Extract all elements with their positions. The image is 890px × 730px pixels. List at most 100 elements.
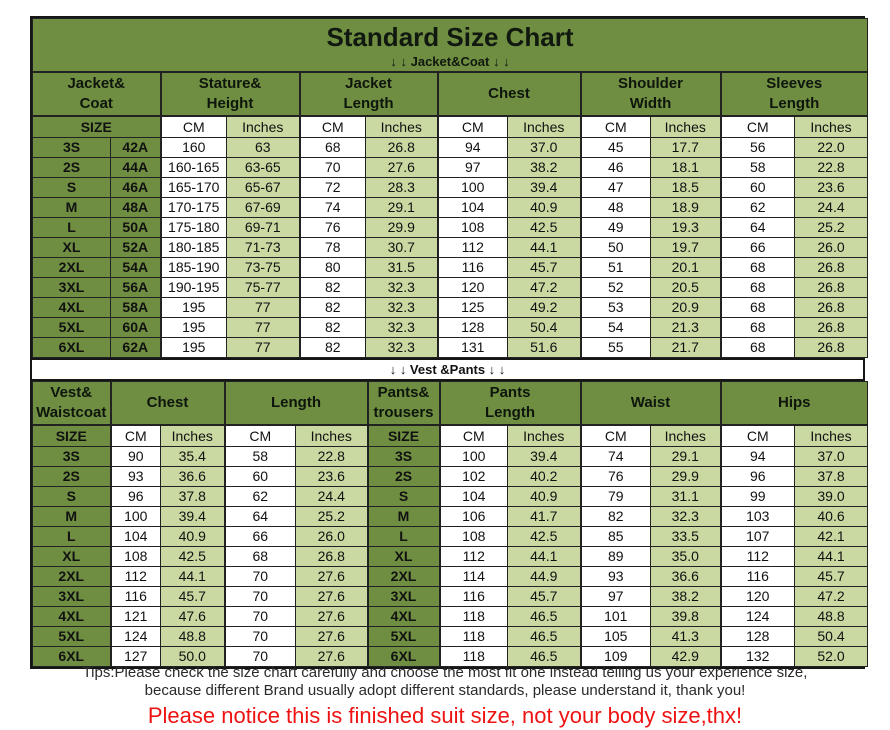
vest-pants-banner: ↓ ↓ Vest &Pants ↓ ↓ [32, 358, 863, 381]
jacket-size-row: XL 52A 180-185 71-73 78 30.7 112 44.1 50 19.7 66 26… [32, 237, 868, 258]
measurement-cell: 116 [109, 586, 161, 607]
measurement-cell: 29.1 [365, 197, 438, 218]
measurement-cell: 58 [719, 157, 795, 178]
vest-group-header-row: Vest& Waistcoat Chest Length Pants& trou… [32, 381, 869, 426]
measurement-cell: 124 [719, 606, 796, 627]
cm-header: CM [298, 115, 366, 138]
jacket-size-row: 3XL 56A 190-195 75-77 82 32.3 120 47.2 52 20.5 68 2… [32, 277, 868, 298]
measurement-cell: 29.9 [365, 217, 438, 238]
jacket-fit-label: 54A [110, 257, 161, 278]
jacket-fit-label: 52A [110, 237, 161, 258]
measurement-cell: 66 [719, 237, 795, 258]
jacket-fit-label: 50A [110, 217, 161, 238]
measurement-cell: 45.7 [507, 257, 581, 278]
cm-header: CM [438, 424, 508, 447]
measurement-cell: 76 [298, 217, 366, 238]
measurement-cell: 118 [438, 626, 508, 647]
measurement-cell: 107 [719, 526, 796, 547]
pants-size-label: L [366, 526, 440, 547]
measurement-cell: 44.1 [507, 237, 581, 258]
measurement-cell: 39.0 [794, 486, 869, 507]
measurement-cell: 27.6 [295, 606, 368, 627]
measurement-cell: 50.0 [160, 646, 225, 667]
measurement-cell: 24.4 [295, 486, 368, 507]
measurement-cell: 195 [159, 297, 227, 318]
jacket-size-label: XL [32, 237, 111, 258]
measurement-cell: 40.9 [507, 486, 581, 507]
measurement-cell: 32.3 [365, 317, 438, 338]
group-shoulder-width: Shoulder Width [579, 71, 721, 117]
measurement-cell: 101 [579, 606, 651, 627]
jacket-size-row: 3S 42A 160 63 68 26.8 94 37.0 45 17.7 56 22.0 [32, 137, 868, 158]
measurement-cell: 77 [226, 317, 300, 338]
measurement-cell: 103 [719, 506, 796, 527]
measurement-cell: 63-65 [226, 157, 300, 178]
pants-size-label: 6XL [366, 646, 440, 667]
measurement-cell: 31.1 [649, 486, 722, 507]
size-column-header: SIZE [32, 424, 111, 447]
measurement-cell: 82 [298, 297, 366, 318]
measurement-cell: 120 [719, 586, 796, 607]
inches-header: Inches [295, 424, 368, 447]
measurement-cell: 21.3 [650, 317, 721, 338]
measurement-cell: 124 [109, 626, 161, 647]
measurement-cell: 109 [579, 646, 651, 667]
measurement-cell: 74 [579, 446, 651, 467]
jacket-fit-label: 60A [110, 317, 161, 338]
measurement-cell: 42.5 [160, 546, 225, 567]
measurement-cell: 94 [719, 446, 796, 467]
vest-size-row: L 104 40.9 66 26.0 L 108 42.5 85 33.5 107 42.1 [32, 526, 869, 547]
measurement-cell: 38.2 [507, 157, 581, 178]
measurement-cell: 37.8 [160, 486, 225, 507]
measurement-cell: 96 [109, 486, 161, 507]
inches-header: Inches [226, 115, 300, 138]
measurement-cell: 23.6 [794, 177, 868, 198]
measurement-cell: 27.6 [365, 157, 438, 178]
measurement-cell: 18.5 [650, 177, 721, 198]
measurement-cell: 65-67 [226, 177, 300, 198]
measurement-cell: 125 [436, 297, 508, 318]
measurement-cell: 42.9 [649, 646, 722, 667]
measurement-cell: 41.7 [507, 506, 581, 527]
measurement-cell: 112 [719, 546, 796, 567]
jacket-size-row: 6XL 62A 195 77 82 32.3 131 51.6 55 21.7 68 26.8 [32, 337, 868, 358]
measurement-cell: 70 [223, 646, 296, 667]
measurement-cell: 100 [436, 177, 508, 198]
measurement-cell: 97 [436, 157, 508, 178]
measurement-cell: 42.5 [507, 526, 581, 547]
measurement-cell: 70 [223, 586, 296, 607]
measurement-cell: 89 [579, 546, 651, 567]
measurement-cell: 39.4 [507, 177, 581, 198]
measurement-cell: 25.2 [794, 217, 868, 238]
measurement-cell: 33.5 [649, 526, 722, 547]
measurement-cell: 19.3 [650, 217, 721, 238]
measurement-cell: 39.4 [507, 446, 581, 467]
pants-size-label: 3S [366, 446, 440, 467]
measurement-cell: 68 [719, 257, 795, 278]
group-vest-length: Length [223, 381, 368, 426]
measurement-cell: 45.7 [794, 566, 869, 587]
measurement-cell: 79 [579, 486, 651, 507]
jacket-table-body: 3S 42A 160 63 68 26.8 94 37.0 45 17.7 56 22.0 2S 44A 1… [32, 137, 868, 358]
measurement-cell: 170-175 [159, 197, 227, 218]
measurement-cell: 37.0 [507, 137, 581, 158]
jacket-size-row: S 46A 165-170 65-67 72 28.3 100 39.4 47 18.5 60 23.… [32, 177, 868, 198]
measurement-cell: 108 [438, 526, 508, 547]
measurement-cell: 121 [109, 606, 161, 627]
measurement-cell: 94 [436, 137, 508, 158]
measurement-cell: 42.1 [794, 526, 869, 547]
vest-size-label: XL [32, 546, 111, 567]
measurement-cell: 18.1 [650, 157, 721, 178]
measurement-cell: 82 [298, 277, 366, 298]
measurement-cell: 41.3 [649, 626, 722, 647]
jacket-fit-label: 44A [110, 157, 161, 178]
measurement-cell: 67-69 [226, 197, 300, 218]
measurement-cell: 131 [436, 337, 508, 358]
measurement-cell: 52 [579, 277, 651, 298]
measurement-cell: 77 [226, 297, 300, 318]
measurement-cell: 112 [436, 237, 508, 258]
measurement-cell: 97 [579, 586, 651, 607]
measurement-cell: 26.8 [794, 277, 868, 298]
measurement-cell: 118 [438, 646, 508, 667]
measurement-cell: 48.8 [794, 606, 869, 627]
